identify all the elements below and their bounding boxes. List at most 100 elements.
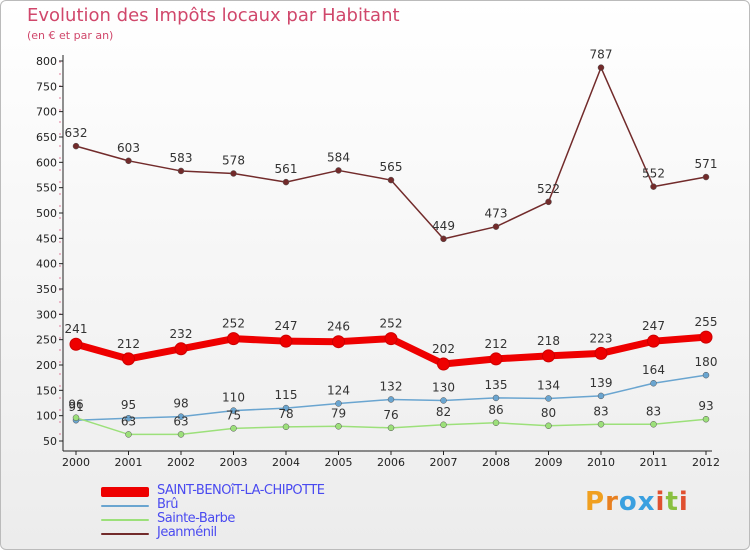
data-label: 212 (117, 337, 140, 351)
logo-letter: i (678, 487, 689, 517)
data-label: 134 (537, 378, 560, 392)
data-label: 603 (117, 141, 140, 155)
data-label: 232 (170, 327, 193, 341)
logo-letter: t (665, 487, 679, 517)
data-point (230, 425, 237, 432)
data-label: 571 (695, 157, 718, 171)
data-point (125, 414, 132, 422)
y-tick-label: 400 (36, 258, 57, 271)
logo-letter: x (637, 487, 656, 517)
y-tick-label: 500 (36, 207, 57, 220)
legend-item-saint-benoit[interactable]: SAINT-BENOîT-LA-CHIPOTTE (101, 483, 421, 499)
legend-label: SAINT-BENOîT-LA-CHIPOTTE (157, 483, 325, 498)
data-label: 578 (222, 153, 245, 167)
data-point (125, 157, 132, 165)
data-point (282, 404, 290, 412)
data-label: 522 (537, 182, 560, 196)
data-point (177, 167, 185, 175)
legend-swatch (101, 533, 149, 535)
data-label: 247 (275, 319, 298, 333)
y-tick-label: 750 (36, 80, 57, 93)
y-tick-label: 600 (36, 156, 57, 169)
data-label: 96 (68, 398, 83, 412)
logo-letter: i (655, 487, 666, 517)
legend-swatch (101, 487, 149, 497)
data-point (702, 173, 710, 181)
x-tick-label: 2008 (482, 456, 510, 469)
data-label: 135 (485, 378, 508, 392)
data-point (282, 178, 290, 186)
x-tick-label: 2012 (692, 456, 720, 469)
data-point (177, 431, 185, 438)
data-point (699, 330, 713, 344)
y-tick-label: 650 (36, 131, 57, 144)
data-point (594, 346, 608, 360)
data-point (335, 400, 342, 407)
data-point (702, 371, 710, 379)
data-label: 565 (380, 160, 403, 174)
logo-letter: P (585, 487, 606, 517)
data-point (597, 392, 605, 400)
data-label: 91 (68, 400, 83, 414)
data-point (69, 337, 83, 351)
data-label: 124 (327, 384, 350, 398)
data-label: 98 (173, 397, 188, 411)
data-label: 95 (121, 398, 136, 412)
logo-letter: r (605, 487, 619, 517)
data-point (384, 332, 398, 346)
data-point (227, 332, 240, 346)
data-label: 252 (222, 317, 245, 331)
data-point (72, 414, 80, 421)
data-point (650, 183, 657, 190)
data-point (335, 167, 342, 174)
data-label: 164 (642, 363, 665, 377)
data-point (545, 395, 552, 402)
legend-swatch (101, 505, 149, 507)
y-tick-label: 800 (36, 55, 57, 68)
data-label: 473 (485, 207, 508, 221)
data-label: 552 (642, 167, 665, 181)
legend-swatch (101, 519, 149, 521)
data-point (72, 142, 80, 150)
data-label: 218 (537, 334, 560, 348)
data-label: 252 (380, 317, 403, 331)
data-label: 110 (222, 391, 245, 405)
data-label: 132 (380, 379, 403, 393)
y-tick-label: 550 (36, 182, 57, 195)
data-point (650, 379, 657, 387)
data-point (597, 64, 605, 71)
data-label: 115 (275, 388, 298, 402)
data-point (174, 342, 188, 356)
data-label: 76 (383, 408, 398, 422)
data-point (542, 349, 555, 363)
data-label: 82 (436, 405, 451, 419)
y-tick-label: 450 (36, 232, 57, 245)
chart-title: Evolution des Impôts locaux par Habitant (27, 5, 400, 26)
legend-item-jeanmenil[interactable]: Jeanménil (101, 525, 421, 541)
legend-item-bru[interactable]: Brû (101, 497, 421, 513)
data-point (545, 198, 552, 206)
x-tick-label: 2009 (535, 456, 563, 469)
data-point (492, 394, 500, 402)
data-label: 632 (65, 126, 88, 140)
data-label: 63 (173, 414, 188, 428)
y-tick-label: 100 (36, 410, 57, 423)
data-label: 246 (327, 320, 350, 334)
x-tick-label: 2010 (587, 456, 615, 469)
data-label: 255 (695, 315, 718, 329)
data-point (545, 422, 552, 430)
data-label: 83 (593, 404, 608, 418)
data-point (650, 421, 657, 428)
data-label: 223 (590, 331, 613, 345)
data-label: 584 (327, 150, 350, 164)
data-label: 202 (432, 342, 455, 356)
legend-label: Sainte-Barbe (157, 511, 235, 526)
data-label: 63 (121, 414, 136, 428)
data-point (647, 334, 660, 348)
data-label: 561 (275, 162, 298, 176)
y-tick-label: 50 (43, 435, 57, 448)
data-point (387, 176, 395, 184)
legend-item-sainte-barbe[interactable]: Sainte-Barbe (101, 511, 421, 527)
